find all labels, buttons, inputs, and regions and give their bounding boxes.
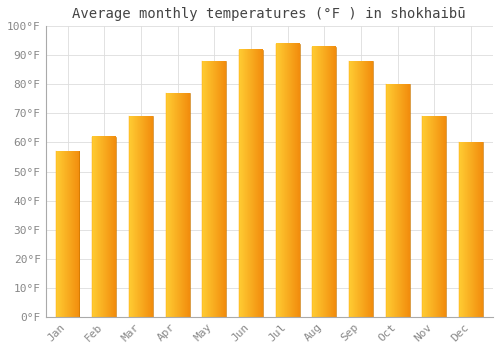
Title: Average monthly temperatures (°F ) in shokhaibū: Average monthly temperatures (°F ) in sh… — [72, 7, 466, 21]
